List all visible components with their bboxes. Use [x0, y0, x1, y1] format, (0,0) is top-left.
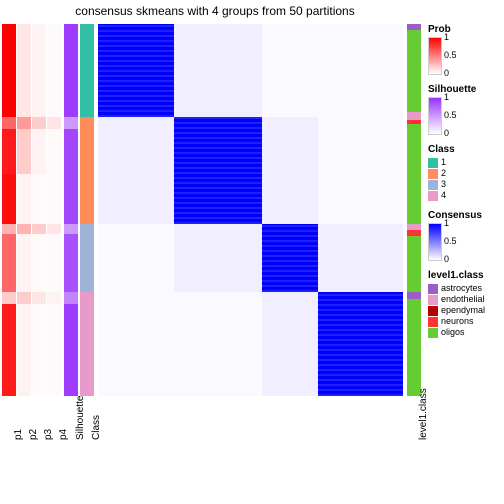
class-column [80, 24, 94, 396]
p2-column [17, 24, 31, 396]
axis-label-p3: p3 [43, 429, 54, 440]
p4-column [47, 24, 61, 396]
silhouette-column [64, 24, 78, 396]
legend-prob: Prob10.50 [428, 24, 502, 75]
figure-area: p1 p2 p3 p4 Silhouette Class level1.class Prob1… [2, 24, 502, 484]
legend-class: Class1234 [428, 144, 504, 201]
axis-label-p2: p2 [28, 429, 39, 440]
axis-label-level1: level1.class [418, 388, 429, 440]
plot-title: consensus skmeans with 4 groups from 50 … [0, 4, 430, 18]
axis-label-silhouette: Silhouette [75, 396, 86, 440]
consensus-heatmap [98, 24, 403, 396]
legend-silhouette: Silhouette10.50 [428, 84, 502, 135]
legend-level1-class: level1.classastrocytesendothelialependym… [428, 270, 504, 338]
p3-column [32, 24, 46, 396]
axis-label-class: Class [91, 415, 102, 440]
p1-column [2, 24, 16, 396]
axis-label-p1: p1 [13, 429, 24, 440]
axis-label-p4: p4 [58, 429, 69, 440]
legend-consensus: Consensus10.50 [428, 210, 502, 261]
level1-column [407, 24, 421, 396]
